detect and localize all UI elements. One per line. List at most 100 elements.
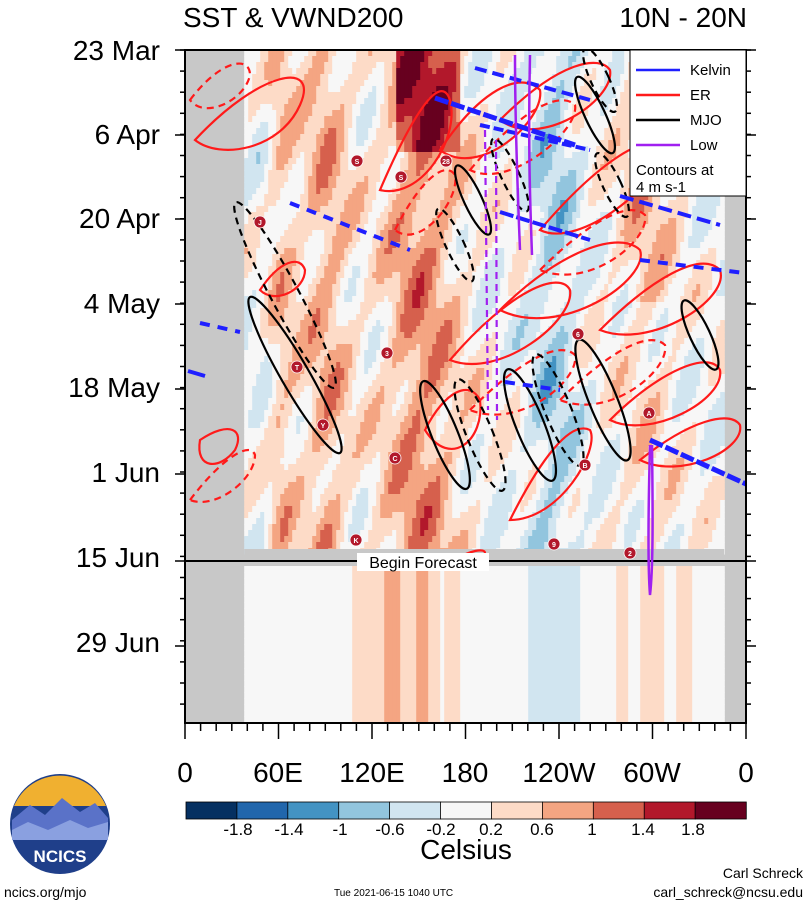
sst-cell	[248, 116, 253, 123]
sst-cell	[428, 86, 433, 93]
sst-cell	[424, 254, 429, 261]
sst-cell	[356, 92, 361, 99]
sst-cell	[364, 200, 369, 207]
sst-cell	[496, 62, 501, 69]
sst-cell	[368, 284, 373, 291]
sst-cell	[440, 122, 445, 129]
sst-cell	[300, 242, 305, 249]
sst-cell	[624, 74, 629, 81]
sst-cell	[612, 182, 617, 189]
sst-cell	[280, 80, 285, 87]
sst-cell	[540, 68, 545, 75]
sst-cell	[304, 104, 309, 111]
sst-cell	[384, 236, 389, 243]
sst-cell	[572, 218, 577, 225]
sst-cell	[260, 242, 265, 249]
sst-cell	[452, 290, 457, 297]
sst-cell	[520, 230, 525, 237]
sst-cell	[308, 122, 313, 129]
sst-cell	[552, 110, 557, 117]
sst-cell	[644, 284, 649, 291]
sst-cell	[280, 242, 285, 249]
sst-cell	[340, 74, 345, 81]
sst-cell	[684, 218, 689, 225]
sst-cell	[260, 206, 265, 213]
sst-cell	[540, 122, 545, 129]
sst-cell	[492, 86, 497, 93]
sst-cell	[340, 236, 345, 243]
sst-cell	[580, 266, 585, 273]
sst-cell	[376, 194, 381, 201]
sst-cell	[652, 212, 657, 219]
sst-cell	[476, 104, 481, 111]
sst-cell	[652, 194, 657, 201]
sst-cell	[440, 164, 445, 171]
sst-cell	[588, 86, 593, 93]
sst-cell	[408, 266, 413, 273]
sst-cell	[504, 50, 509, 57]
sst-cell	[292, 230, 297, 237]
sst-cell	[612, 260, 617, 267]
sst-cell	[460, 230, 465, 237]
sst-cell	[352, 80, 357, 87]
sst-cell	[436, 176, 441, 183]
sst-cell	[352, 74, 357, 81]
sst-cell	[580, 86, 585, 93]
sst-cell	[256, 134, 261, 141]
sst-cell	[256, 62, 261, 69]
sst-cell	[456, 50, 461, 57]
sst-cell	[412, 122, 417, 129]
sst-cell	[396, 68, 401, 75]
sst-cell	[316, 110, 321, 117]
sst-cell	[320, 86, 325, 93]
sst-cell	[660, 194, 665, 201]
sst-cell	[344, 296, 349, 303]
sst-cell	[420, 242, 425, 249]
sst-cell	[540, 284, 545, 291]
sst-cell	[688, 290, 693, 297]
sst-cell	[460, 206, 465, 213]
sst-cell	[468, 182, 473, 189]
sst-cell	[432, 194, 437, 201]
sst-cell	[604, 50, 609, 57]
sst-cell	[360, 242, 365, 249]
sst-cell	[556, 140, 561, 147]
sst-cell	[452, 62, 457, 69]
sst-cell	[484, 98, 489, 105]
sst-cell	[576, 272, 581, 279]
sst-cell	[472, 92, 477, 99]
sst-cell	[404, 290, 409, 297]
sst-cell	[624, 212, 629, 219]
sst-cell	[392, 194, 397, 201]
sst-cell	[264, 170, 269, 177]
sst-cell	[496, 200, 501, 207]
sst-cell	[404, 188, 409, 195]
sst-cell	[504, 86, 509, 93]
sst-cell	[276, 254, 281, 261]
sst-cell	[316, 236, 321, 243]
sst-cell	[296, 176, 301, 183]
sst-cell	[412, 284, 417, 291]
sst-cell	[600, 206, 605, 213]
sst-cell	[568, 56, 573, 63]
sst-cell	[480, 116, 485, 123]
sst-cell	[252, 92, 257, 99]
sst-cell	[576, 86, 581, 93]
sst-cell	[336, 170, 341, 177]
sst-cell	[256, 158, 261, 165]
sst-cell	[580, 242, 585, 249]
sst-cell	[440, 242, 445, 249]
sst-cell	[392, 200, 397, 207]
sst-cell	[532, 212, 537, 219]
sst-cell	[352, 236, 357, 243]
sst-cell	[412, 260, 417, 267]
sst-cell	[312, 62, 317, 69]
sst-cell	[580, 230, 585, 237]
sst-cell	[384, 290, 389, 297]
sst-cell	[572, 176, 577, 183]
sst-cell	[344, 128, 349, 135]
sst-cell	[304, 248, 309, 255]
sst-cell	[516, 92, 521, 99]
sst-cell	[304, 278, 309, 285]
sst-cell	[248, 182, 253, 189]
